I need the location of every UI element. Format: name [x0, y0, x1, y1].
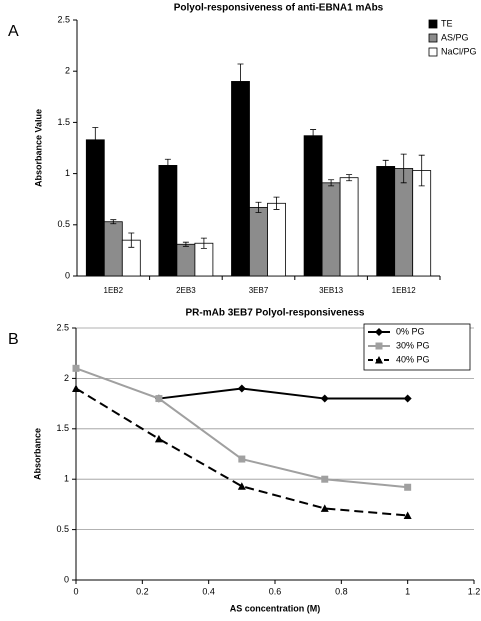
bar [412, 170, 432, 277]
error-bar [310, 129, 317, 143]
marker [72, 364, 80, 372]
error-bar [110, 219, 117, 225]
bar [267, 202, 286, 277]
marker [154, 434, 163, 443]
legend-label: 30% PG [396, 340, 430, 350]
marker [238, 455, 246, 463]
error-bar [328, 179, 335, 187]
legend-swatch [428, 47, 438, 57]
y-tick-label: 2 [64, 373, 69, 383]
error-bar [400, 153, 407, 184]
marker [320, 504, 329, 512]
error-bar [346, 174, 353, 182]
legend-label: 0% PG [396, 326, 425, 336]
marker [237, 384, 246, 393]
legend-label: 40% PG [396, 354, 430, 364]
bar [339, 177, 359, 277]
x-tick-label: 0.6 [269, 586, 282, 596]
bar [249, 206, 268, 277]
x-tick-label: 3EB13 [319, 286, 344, 295]
error-bar [382, 159, 389, 173]
marker [403, 511, 412, 519]
line [158, 387, 408, 400]
line [75, 387, 408, 517]
bar [303, 135, 323, 277]
error-bar [273, 196, 280, 210]
panel-label: B [8, 331, 19, 348]
y-tick-label: 0 [65, 270, 70, 280]
marker [237, 482, 246, 490]
y-tick-label: 2 [65, 66, 70, 76]
marker [321, 475, 329, 483]
error-bar [255, 201, 262, 213]
x-tick-label: 1EB2 [104, 286, 124, 295]
chart-title: Polyol-responsiveness of anti-EBNA1 mAbs [174, 3, 384, 14]
y-axis-label: Absorbance [32, 428, 42, 480]
marker [72, 384, 80, 392]
error-bar [200, 237, 207, 249]
legend-label: NaCl/PG [441, 46, 477, 56]
error-bar [92, 127, 99, 153]
y-tick-label: 1 [64, 474, 69, 484]
y-tick-label: 1.5 [56, 423, 69, 433]
legend-swatch [428, 19, 438, 29]
x-tick-label: 0.4 [202, 586, 215, 596]
y-tick-label: 2.5 [56, 322, 69, 332]
error-bar [182, 241, 189, 247]
y-tick-label: 2.5 [57, 14, 70, 24]
marker [403, 394, 412, 403]
y-axis-label: Absorbance Value [33, 109, 43, 187]
x-axis-label: AS concentration (M) [230, 603, 321, 613]
legend-marker [375, 356, 383, 364]
legend-swatch [428, 33, 438, 43]
x-tick-label: 0.8 [335, 586, 348, 596]
marker [404, 483, 412, 491]
panel-label: A [8, 23, 19, 40]
bar [321, 182, 341, 277]
x-tick-label: 0 [73, 586, 78, 596]
error-bar [418, 154, 425, 187]
bar [176, 243, 196, 277]
y-tick-label: 1.5 [57, 117, 70, 127]
marker [320, 394, 329, 403]
legend-marker [375, 342, 383, 350]
x-tick-label: 1EB12 [392, 286, 417, 295]
x-tick-label: 0.2 [136, 586, 149, 596]
marker [155, 395, 163, 403]
x-tick-label: 1 [405, 586, 410, 596]
bar [394, 168, 414, 277]
error-bar [128, 232, 135, 248]
x-tick-label: 3EB7 [249, 286, 269, 295]
legend-marker [375, 328, 383, 336]
bar [231, 81, 250, 277]
legend-label: TE [441, 18, 453, 28]
chart-title: PR-mAb 3EB7 Polyol-responsiveness [186, 308, 365, 319]
y-tick-label: 0.5 [57, 219, 70, 229]
bar [376, 166, 396, 277]
legend-label: AS/PG [441, 32, 469, 42]
error-bar [237, 63, 244, 100]
x-tick-label: 1.2 [468, 586, 481, 596]
x-tick-label: 2EB3 [176, 286, 196, 295]
y-tick-label: 0.5 [56, 524, 69, 534]
bar [158, 165, 178, 277]
error-bar [164, 158, 171, 172]
bar [103, 221, 123, 277]
y-tick-label: 1 [65, 168, 70, 178]
y-tick-label: 0 [64, 574, 69, 584]
bar [85, 139, 105, 277]
